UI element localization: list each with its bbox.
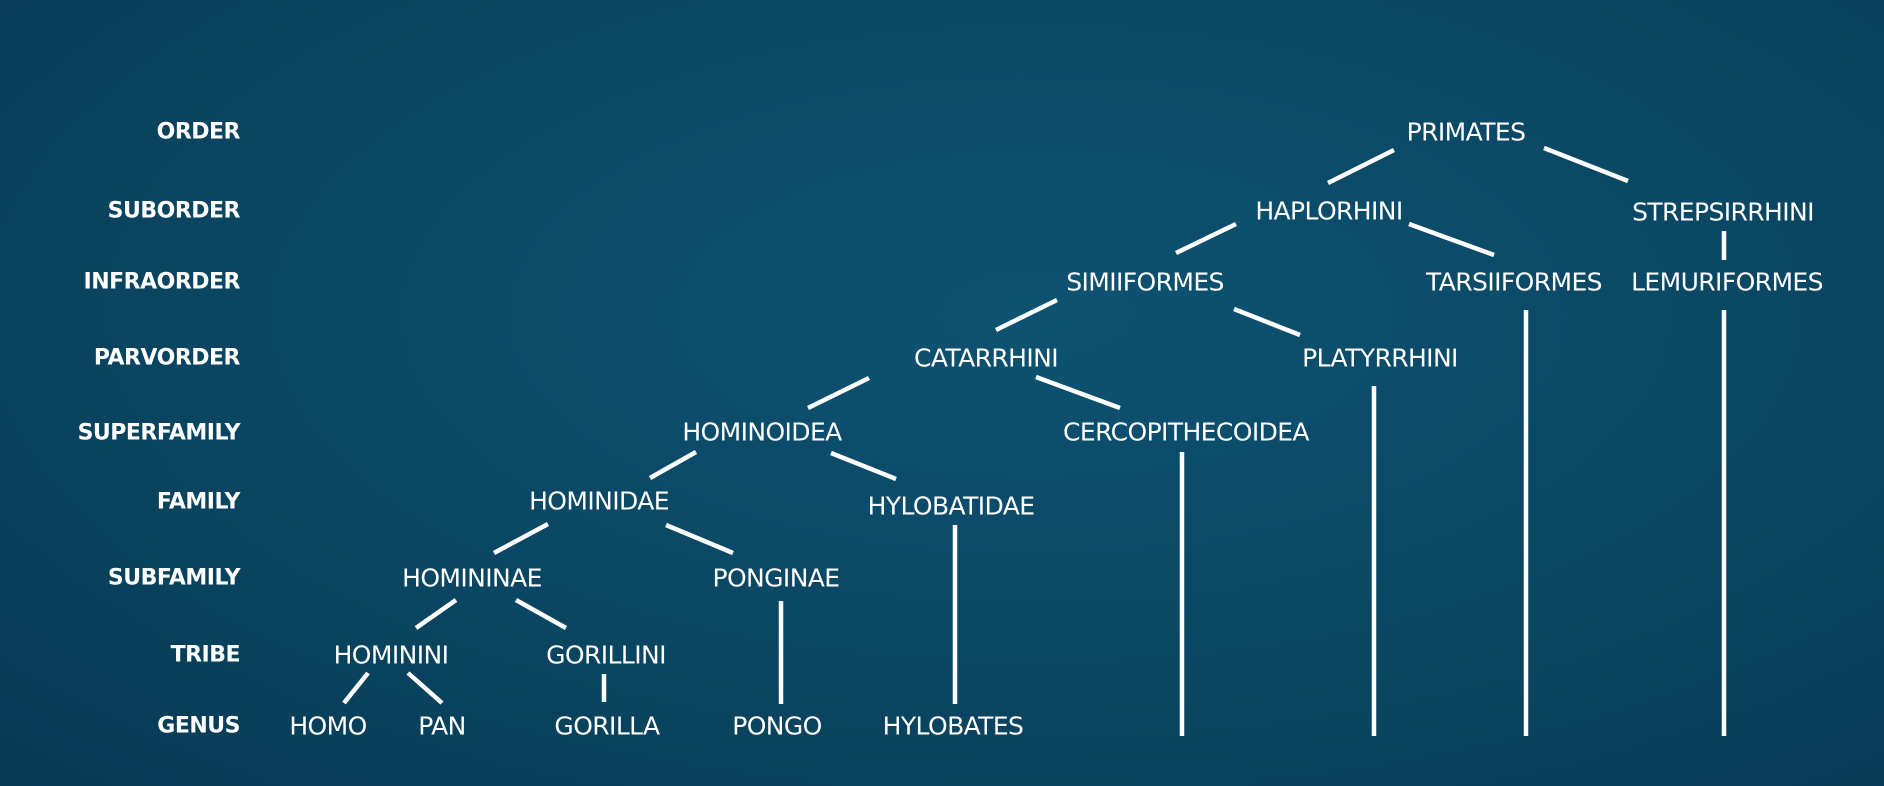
rank-label-parvorder: PARVORDER xyxy=(93,345,241,371)
edge-haplorhini-simiiformes xyxy=(1175,221,1237,256)
rank-label-tribe: TRIBE xyxy=(170,642,241,668)
taxon-hylobates: HYLOBATES xyxy=(882,711,1024,741)
rank-label-genus: GENUS xyxy=(157,713,240,739)
rank-label-superfamily: SUPERFAMILY xyxy=(77,420,241,446)
taxon-homininae: HOMININAE xyxy=(402,563,542,593)
edge-simiiformes-catarrhini xyxy=(995,297,1058,333)
edge-hominidae-homininae xyxy=(492,522,550,555)
taxon-gorillini: GORILLINI xyxy=(546,640,666,670)
taxon-platyrrhini: PLATYRRHINI xyxy=(1302,343,1458,373)
edge-simiiformes-platyrrhini xyxy=(1233,306,1301,338)
edge-primates-strepsirrhini xyxy=(1543,145,1629,184)
edge-hominini-pan xyxy=(406,671,444,705)
edge-homininae-hominini xyxy=(414,598,458,630)
edge-primates-haplorhini xyxy=(1326,147,1396,186)
taxon-homo: HOMO xyxy=(289,711,367,741)
edge-catarrhini-hominoidea xyxy=(807,375,870,411)
taxon-hominoidea: HOMINOIDEA xyxy=(682,417,842,447)
taxon-tarsiiformes: TARSIIFORMES xyxy=(1426,267,1602,297)
taxon-ponginae: PONGINAE xyxy=(712,563,841,593)
taxon-haplorhini: HAPLORHINI xyxy=(1255,196,1403,226)
edge-haplorhini-tarsiiformes xyxy=(1408,221,1495,258)
taxon-strepsirrhini: STREPSIRRHINI xyxy=(1632,197,1814,227)
taxon-lemuriformes: LEMURIFORMES xyxy=(1631,267,1823,297)
rank-label-suborder: SUBORDER xyxy=(107,198,241,224)
taxon-hominini: HOMININI xyxy=(333,640,449,670)
taxon-cercopithecoidea: CERCOPITHECOIDEA xyxy=(1063,417,1309,447)
taxon-gorilla: GORILLA xyxy=(554,711,660,741)
taxon-hominidae: HOMINIDAE xyxy=(529,486,669,516)
edge-hominidae-ponginae xyxy=(665,522,734,556)
taxon-pongo: PONGO xyxy=(732,711,822,741)
rank-label-infraorder: INFRAORDER xyxy=(83,269,241,295)
taxon-pan: PAN xyxy=(418,711,466,741)
taxon-simiiformes: SIMIIFORMES xyxy=(1066,267,1224,297)
edge-catarrhini-cercopithecoidea xyxy=(1035,374,1121,411)
edge-hominoidea-hominidae xyxy=(648,450,698,480)
edge-homininae-gorillini xyxy=(514,598,568,630)
rank-label-subfamily: SUBFAMILY xyxy=(107,565,241,591)
rank-label-family: FAMILY xyxy=(156,489,241,515)
taxon-catarrhini: CATARRHINI xyxy=(913,343,1059,373)
taxon-primates: PRIMATES xyxy=(1406,117,1526,147)
edge-hominoidea-hylobatidae xyxy=(830,450,897,482)
taxon-hylobatidae: HYLOBATIDAE xyxy=(867,491,1035,521)
rank-label-order: ORDER xyxy=(156,119,241,145)
edge-hominini-homo xyxy=(342,671,370,705)
